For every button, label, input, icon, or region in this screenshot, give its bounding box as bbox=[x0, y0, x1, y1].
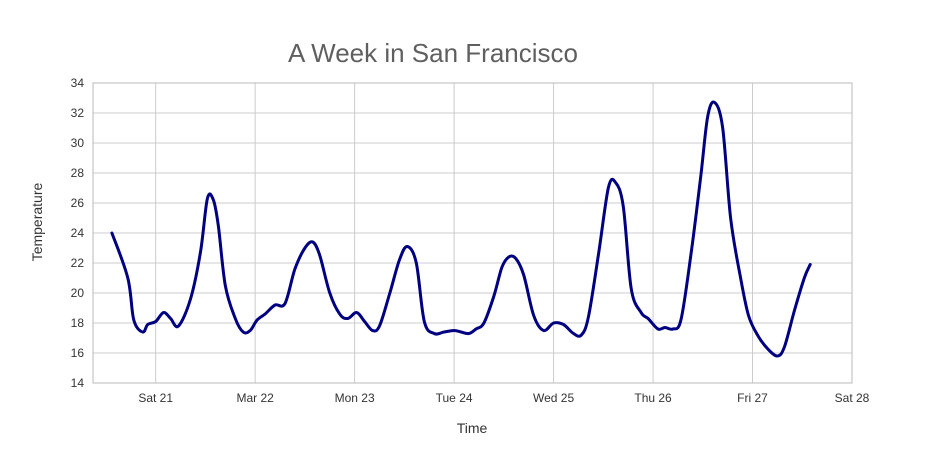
y-tick-label: 26 bbox=[71, 196, 85, 210]
y-tick-label: 34 bbox=[71, 76, 85, 90]
y-tick-label: 20 bbox=[71, 286, 85, 300]
plot-area-frame bbox=[92, 82, 853, 384]
y-tick-label: 18 bbox=[71, 316, 85, 330]
y-axis-title: Temperature bbox=[29, 182, 45, 261]
x-tick-label: Fri 27 bbox=[737, 391, 768, 405]
x-tick-label: Thu 26 bbox=[634, 391, 672, 405]
x-tick-label: Tue 24 bbox=[436, 391, 473, 405]
y-tick-label: 32 bbox=[71, 106, 85, 120]
y-tick-label: 14 bbox=[71, 376, 85, 390]
x-tick-labels: Sat 21 Mar 22 Mon 23 Tue 24 Wed 25 Thu 26 Fri … bbox=[138, 391, 869, 405]
chart-title: A Week in San Francisco bbox=[288, 38, 578, 68]
x-axis-title: Time bbox=[457, 420, 488, 436]
x-tick-label: Mon 23 bbox=[335, 391, 375, 405]
x-tick-label: Mar 22 bbox=[236, 391, 274, 405]
temperature-series-line bbox=[110, 100, 812, 358]
series-layer bbox=[110, 100, 812, 358]
y-tick-label: 24 bbox=[71, 226, 85, 240]
y-tick-label: 30 bbox=[71, 136, 85, 150]
x-tick-label: Sat 21 bbox=[138, 391, 173, 405]
y-tick-labels: 14 16 18 20 22 24 26 28 30 32 34 bbox=[71, 76, 85, 390]
y-tick-label: 16 bbox=[71, 346, 85, 360]
x-tick-label: Sat 28 bbox=[835, 391, 870, 405]
y-tick-label: 22 bbox=[71, 256, 85, 270]
x-tick-label: Wed 25 bbox=[533, 391, 574, 405]
y-tick-label: 28 bbox=[71, 166, 85, 180]
